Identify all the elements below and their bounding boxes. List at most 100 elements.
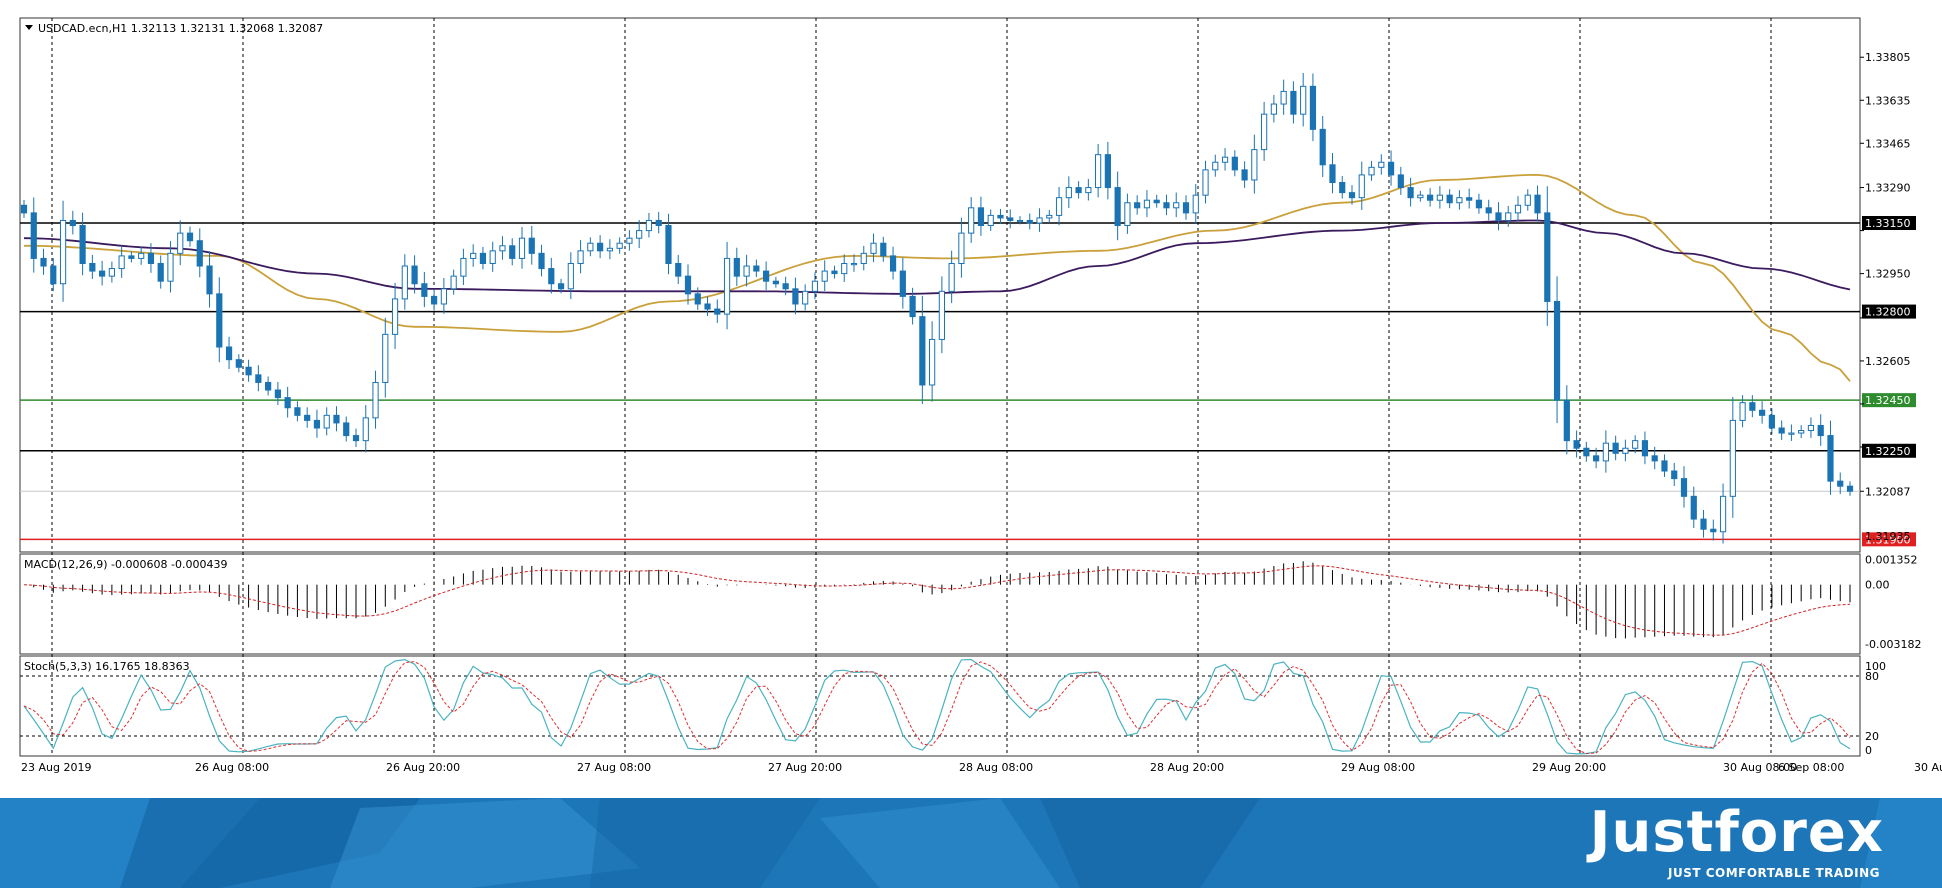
candle-body bbox=[684, 275, 692, 295]
candle-body bbox=[1329, 164, 1336, 184]
candle-body bbox=[548, 268, 555, 285]
candle-body bbox=[811, 280, 819, 292]
candle-body bbox=[597, 242, 604, 252]
candle-body bbox=[860, 252, 867, 264]
candle-body bbox=[1807, 424, 1815, 432]
level-price-label: 1.32800 bbox=[1865, 306, 1911, 319]
candle-body bbox=[743, 265, 750, 277]
candle-body bbox=[1446, 194, 1453, 204]
macd-pane[interactable] bbox=[19, 553, 1861, 655]
candle-body bbox=[1173, 202, 1180, 209]
candle-body bbox=[626, 237, 633, 244]
candle-body bbox=[1143, 199, 1151, 209]
candle-body bbox=[1231, 156, 1238, 171]
candle-body bbox=[958, 232, 965, 264]
macd-indicator: 0.001352 0.00 -0.003182 bbox=[23, 553, 1921, 651]
candle-body bbox=[352, 435, 360, 442]
candle-body bbox=[929, 338, 936, 386]
candle-body bbox=[1417, 194, 1424, 199]
candle-body bbox=[1280, 90, 1287, 105]
candle-body bbox=[1368, 166, 1375, 176]
candle-body bbox=[665, 225, 672, 264]
brand-logo-text: Justforex bbox=[1589, 800, 1884, 865]
candle-body bbox=[274, 389, 281, 399]
candle-body bbox=[1348, 192, 1356, 199]
candle-body bbox=[284, 397, 291, 409]
candle-body bbox=[1671, 470, 1678, 480]
stoch-pane[interactable] bbox=[19, 655, 1861, 757]
candle-body bbox=[1788, 432, 1795, 435]
candle-body bbox=[557, 283, 565, 290]
candle-body bbox=[538, 252, 545, 270]
candle-body bbox=[382, 333, 389, 383]
candle-body bbox=[704, 303, 711, 310]
candle-body bbox=[655, 219, 662, 227]
candle-body bbox=[1680, 478, 1688, 497]
candle-body bbox=[528, 237, 535, 254]
price-tick-label: 1.31935 bbox=[1865, 530, 1911, 543]
time-tick-label: 6 Sep 08:00 bbox=[1778, 761, 1844, 774]
vertical-grid bbox=[51, 18, 1772, 756]
candle-body bbox=[1749, 402, 1756, 411]
candle-body bbox=[714, 308, 721, 315]
level-price-tag bbox=[1862, 215, 1916, 230]
candle-body bbox=[499, 245, 506, 252]
candle-body bbox=[1505, 212, 1512, 221]
candle-body bbox=[880, 242, 887, 257]
candle-body bbox=[919, 316, 926, 386]
candle-body bbox=[1036, 217, 1043, 224]
symbol-dropdown-icon[interactable] bbox=[25, 25, 33, 30]
stoch-tick-label: 20 bbox=[1865, 730, 1879, 743]
time-tick-label: 27 Aug 20:00 bbox=[768, 761, 842, 774]
candle-body bbox=[1319, 128, 1326, 166]
candle-body bbox=[1104, 154, 1111, 189]
candle-body bbox=[1182, 202, 1190, 214]
candle-body bbox=[1300, 85, 1307, 115]
candle-body bbox=[1661, 460, 1668, 472]
candle-body bbox=[1046, 214, 1053, 219]
stoch-tick-label: 0 bbox=[1865, 744, 1872, 757]
candle-body bbox=[899, 270, 906, 297]
candle-body bbox=[1436, 194, 1443, 201]
candle-body bbox=[694, 293, 701, 305]
candle-body bbox=[196, 240, 203, 267]
candle-body bbox=[1163, 202, 1170, 209]
candle-body bbox=[59, 219, 67, 285]
candle-body bbox=[440, 288, 447, 305]
candle-body bbox=[235, 359, 242, 368]
macd-tick-label: -0.003182 bbox=[1865, 638, 1921, 651]
candle-body bbox=[977, 207, 985, 227]
candle-body bbox=[772, 280, 779, 285]
level-price-label: 1.31900 bbox=[1865, 533, 1911, 546]
time-axis: 23 Aug 2019 26 Aug 08:00 26 Aug 20:00 27 Au… bbox=[21, 761, 1942, 774]
candle-body bbox=[938, 290, 945, 340]
candle-body bbox=[1192, 194, 1199, 214]
candle-body bbox=[1290, 90, 1297, 115]
time-tick-label: 30 Aug 20:00 bbox=[1914, 761, 1942, 774]
candle-body bbox=[391, 298, 399, 335]
candle-body bbox=[1387, 161, 1395, 176]
candle-body bbox=[1261, 113, 1268, 151]
candle-body bbox=[1202, 169, 1209, 196]
candle-body bbox=[431, 295, 438, 305]
stoch-tick-label: 80 bbox=[1865, 670, 1879, 683]
candle-body bbox=[792, 288, 799, 305]
candle-body bbox=[294, 407, 301, 416]
candle-body bbox=[1007, 217, 1014, 221]
candle-body bbox=[147, 252, 155, 264]
price-pane[interactable] bbox=[19, 17, 1861, 553]
candle-body bbox=[108, 268, 115, 277]
time-tick-label: 29 Aug 20:00 bbox=[1532, 761, 1606, 774]
candle-body bbox=[1212, 161, 1219, 171]
candle-body bbox=[1378, 161, 1385, 168]
candles[interactable] bbox=[20, 72, 1854, 544]
time-tick-label: 30 Aug 08:00 bbox=[1723, 761, 1797, 774]
macd-label: MACD(12,26,9) -0.000608 -0.000439 bbox=[24, 558, 227, 571]
price-tick-label: 1.33805 bbox=[1865, 51, 1911, 64]
candle-body bbox=[616, 242, 623, 249]
candle-body bbox=[577, 250, 584, 264]
candle-body bbox=[1622, 447, 1629, 454]
candle-body bbox=[118, 255, 125, 270]
